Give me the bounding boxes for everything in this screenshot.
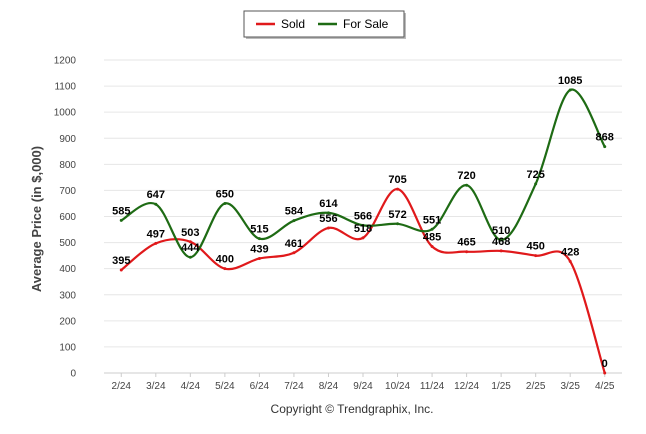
x-tick-label: 6/24 [250,381,270,392]
legend-label-for-sale: For Sale [343,17,389,31]
y-tick-label: 300 [59,290,76,301]
legend: Sold For Sale [243,10,406,39]
data-point-for-sale [154,202,158,206]
y-tick-label: 500 [59,238,76,249]
data-label-for-sale: 868 [596,132,614,144]
data-label-sold: 485 [423,231,441,243]
data-point-for-sale [326,211,330,215]
data-label-for-sale: 444 [181,242,200,254]
data-label-for-sale: 720 [457,170,475,182]
x-tick-label: 1/25 [491,381,511,392]
data-point-for-sale [499,238,503,242]
data-label-for-sale: 650 [216,188,234,200]
x-tick-label: 2/24 [112,381,132,392]
data-point-sold [119,268,123,272]
y-tick-label: 800 [59,160,76,171]
data-label-sold: 705 [388,174,406,186]
data-label-sold: 465 [457,237,475,249]
x-tick-label: 3/25 [560,381,580,392]
x-tick-label: 11/24 [420,381,445,392]
data-point-for-sale [119,218,123,222]
data-label-sold: 468 [492,236,510,248]
data-label-for-sale: 725 [526,169,544,181]
x-tick-label: 12/24 [454,381,479,392]
data-label-sold: 395 [112,255,130,267]
data-label-for-sale: 515 [250,224,268,236]
y-tick-label: 900 [59,134,76,145]
data-label-for-sale: 1085 [558,75,582,87]
data-label-sold: 428 [561,246,579,258]
data-point-sold [603,371,607,375]
data-label-sold: 400 [216,254,234,266]
data-label-for-sale: 585 [112,205,130,217]
data-point-for-sale [361,223,365,227]
data-label-sold: 556 [319,213,337,225]
data-point-sold [499,249,503,253]
y-axis-title: Average Price (in $,000) [29,146,44,292]
data-label-sold: 0 [602,358,608,370]
x-tick-label: 4/24 [181,381,201,392]
series-lines [119,88,607,375]
data-point-sold [568,259,572,263]
x-tick-label: 8/24 [319,381,339,392]
data-point-for-sale [430,227,434,231]
x-tick-label: 3/24 [146,381,166,392]
data-label-for-sale: 572 [388,209,406,221]
data-point-for-sale [188,255,192,259]
data-point-sold [465,250,469,254]
data-point-sold [430,244,434,248]
data-label-for-sale: 566 [354,210,372,222]
data-point-sold [188,240,192,244]
data-point-sold [361,236,365,240]
data-point-sold [257,256,261,260]
data-point-for-sale [223,201,227,205]
data-label-sold: 518 [354,223,372,235]
x-axis-ticks: 2/24 3/24 4/24 5/24 6/24 7/24 8/24 9/24 10/24 11/… [112,373,615,392]
data-point-for-sale [292,219,296,223]
x-tick-label: 5/24 [215,381,235,392]
y-tick-label: 200 [59,316,76,327]
data-label-for-sale: 647 [147,189,165,201]
data-label-sold: 439 [250,243,268,255]
x-tick-label: 10/24 [385,381,410,392]
y-tick-label: 1000 [54,108,77,119]
data-label-sold: 497 [147,228,165,240]
y-tick-label: 600 [59,212,76,223]
data-label-for-sale: 510 [492,225,510,237]
y-tick-label: 1100 [54,82,76,93]
y-tick-label: 100 [59,342,76,353]
data-point-sold [292,251,296,255]
data-point-sold [534,254,538,258]
data-label-for-sale: 551 [423,214,441,226]
x-tick-label: 2/25 [526,381,546,392]
y-tick-label: 1200 [54,56,77,67]
copyright-footer: Copyright © Trendgraphix, Inc. [271,402,434,416]
data-point-sold [223,267,227,271]
data-label-sold: 503 [181,227,199,239]
data-point-for-sale [568,88,572,92]
data-label-sold: 461 [285,238,303,250]
data-point-sold [396,187,400,191]
data-point-for-sale [603,145,607,149]
x-tick-label: 9/24 [353,381,373,392]
y-tick-label: 0 [70,369,76,380]
data-label-for-sale: 614 [319,198,338,210]
data-point-for-sale [534,182,538,186]
data-point-for-sale [396,222,400,226]
data-point-sold [326,226,330,230]
data-point-for-sale [257,237,261,241]
data-labels: 395 497 503 400 439 461 556 518 705 485 465 468 450 4… [112,75,614,370]
legend-label-sold: Sold [281,17,305,31]
x-tick-label: 4/25 [595,381,615,392]
y-axis-ticks: 0 100 200 300 400 500 600 700 800 900 1000 1100 1200 [54,56,77,380]
data-point-for-sale [465,183,469,187]
y-tick-label: 700 [59,186,76,197]
data-label-for-sale: 584 [285,206,304,218]
data-label-sold: 450 [526,241,544,253]
x-tick-label: 7/24 [284,381,304,392]
y-tick-label: 400 [59,264,76,275]
data-point-sold [154,241,158,245]
